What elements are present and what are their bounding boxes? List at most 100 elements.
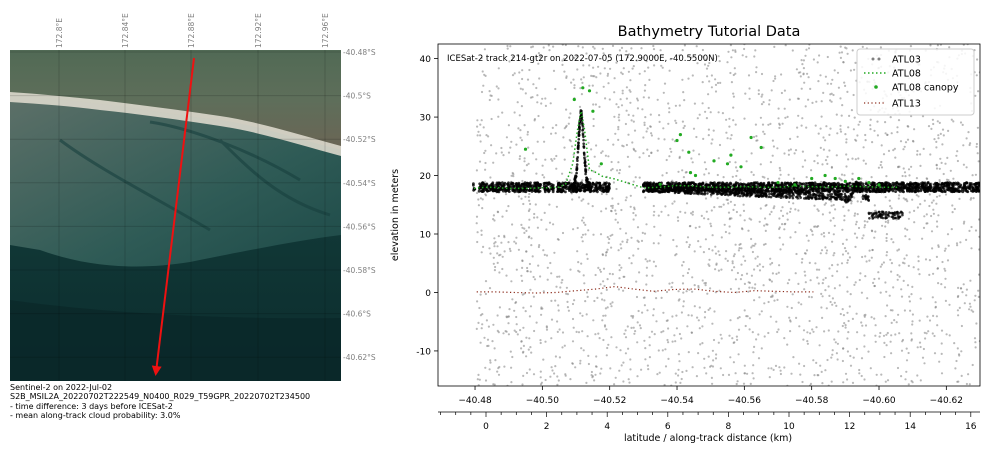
atl03-photon [974, 294, 977, 297]
atl03-photon [825, 307, 828, 310]
atl03-photon [973, 299, 976, 302]
atl03-photon [736, 271, 740, 275]
atl03-photon [667, 327, 670, 330]
atl03-photon [674, 119, 677, 122]
atl03-photon [821, 295, 824, 298]
ground-photon [731, 189, 735, 193]
atl03-photon [512, 173, 515, 176]
ground-photon [913, 189, 917, 193]
atl03-photon [870, 256, 873, 259]
atl03-photon [716, 197, 719, 200]
atl03-photon [528, 368, 531, 371]
atl03-photon [581, 330, 584, 333]
atl03-photon [653, 225, 656, 228]
atl03-photon [778, 366, 781, 369]
atl03-photon [778, 217, 781, 220]
atl03-photon [633, 332, 636, 335]
atl03-photon [965, 238, 968, 241]
atl03-photon [637, 240, 640, 243]
atl03-photon [533, 216, 536, 219]
atl03-photon [510, 174, 513, 177]
atl03-photon [558, 328, 561, 331]
ground-photon [945, 183, 949, 187]
atl03-photon [617, 161, 620, 164]
ground-photon [503, 181, 507, 185]
atl03-photon [772, 79, 775, 83]
atl03-photon [510, 223, 514, 226]
atl03-photon [603, 299, 606, 302]
ground-photon [871, 181, 875, 185]
atl03-photon [530, 46, 533, 49]
atl03-photon [531, 152, 535, 155]
atl03-photon [726, 137, 729, 140]
atl03-photon [745, 55, 748, 58]
atl03-photon [714, 90, 718, 93]
atl03-photon [754, 283, 757, 286]
atl03-photon [611, 204, 614, 207]
map-lon-tick-label: 172.96°E [321, 13, 330, 48]
atl03-photon [580, 347, 583, 350]
atl03-photon [509, 146, 512, 149]
atl03-photon [610, 246, 613, 249]
atl03-photon [923, 331, 926, 334]
atl03-photon [931, 296, 934, 299]
atl03-photon [538, 244, 541, 247]
atl03-photon [569, 179, 572, 182]
atl03-photon [957, 294, 960, 298]
atl03-photon [795, 68, 799, 71]
atl03-photon [553, 157, 556, 160]
atl03-photon [715, 353, 718, 356]
atl03-photon [976, 58, 979, 61]
atl03-photon [602, 314, 605, 317]
atl03-photon [828, 267, 831, 270]
atl03-photon [636, 107, 640, 110]
atl03-photon [904, 175, 907, 178]
ground-photon [526, 184, 530, 188]
atl03-photon [928, 193, 931, 196]
atl03-photon [552, 45, 555, 48]
atl03-photon [808, 319, 811, 323]
atl03-photon [836, 270, 839, 273]
atl03-photon [561, 63, 564, 66]
atl03-photon [560, 281, 563, 284]
atl03-photon [699, 343, 702, 346]
ground-photon [921, 184, 924, 187]
atl03-photon [908, 174, 911, 177]
atl03-photon [632, 218, 635, 221]
ground-photon [871, 217, 874, 220]
ground-photon [839, 195, 843, 198]
atl03-photon [512, 175, 515, 178]
atl03-photon [802, 329, 806, 332]
atl03-photon [708, 247, 711, 251]
atl03-photon [492, 218, 495, 221]
atl03-photon [493, 242, 496, 245]
atl03-photon [494, 359, 497, 362]
atl03-photon [613, 77, 616, 80]
atl03-photon [565, 75, 568, 78]
atl03-photon [912, 140, 915, 143]
atl03-photon [577, 269, 580, 272]
atl03-photon [595, 144, 598, 147]
atl03-photon [500, 241, 503, 244]
ground-photon [677, 181, 681, 185]
atl03-photon [567, 309, 571, 312]
ground-photon [923, 185, 927, 188]
ground-photon [770, 181, 774, 185]
atl03-photon [661, 174, 664, 177]
ground-photon [712, 191, 715, 195]
atl03-photon [619, 98, 622, 101]
atl03-photon [905, 359, 909, 362]
atl03-photon [528, 208, 531, 211]
atl03-photon [734, 72, 737, 75]
atl03-photon [847, 319, 850, 323]
atl03-photon [878, 335, 881, 338]
atl03-photon [539, 383, 543, 386]
atl03-photon [479, 197, 482, 200]
atl03-photon [957, 314, 960, 317]
atl03-photon [618, 168, 622, 172]
atl03-photon [705, 67, 709, 70]
ground-photon [857, 187, 860, 190]
atl03-photon [675, 327, 679, 330]
atl03-photon [725, 131, 728, 134]
atl03-photon [978, 235, 980, 238]
